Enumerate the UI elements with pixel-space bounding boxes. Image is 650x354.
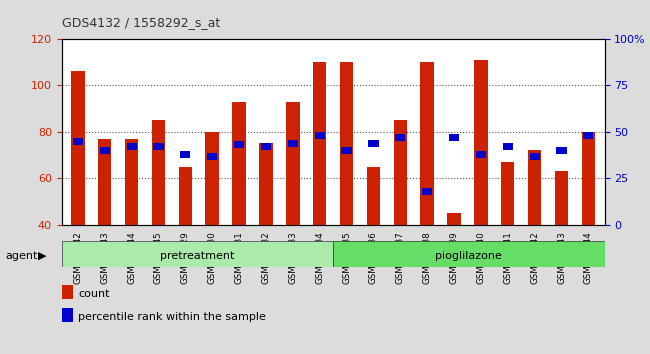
Bar bbox=[205, 132, 219, 225]
Bar bbox=[151, 120, 165, 225]
Text: ▶: ▶ bbox=[38, 251, 46, 261]
Bar bbox=[232, 102, 246, 225]
Bar bbox=[73, 138, 83, 145]
Bar bbox=[71, 72, 84, 225]
Bar bbox=[422, 188, 432, 195]
Bar bbox=[180, 151, 190, 158]
Bar bbox=[259, 143, 272, 225]
Bar bbox=[502, 143, 513, 150]
Bar bbox=[127, 143, 136, 150]
Bar bbox=[340, 62, 354, 225]
Bar bbox=[583, 132, 593, 139]
Bar bbox=[556, 147, 567, 154]
Bar bbox=[179, 167, 192, 225]
Text: count: count bbox=[78, 289, 109, 299]
Bar bbox=[447, 213, 461, 225]
Text: pretreatment: pretreatment bbox=[161, 251, 235, 261]
Bar bbox=[449, 134, 459, 141]
Bar bbox=[125, 139, 138, 225]
Bar bbox=[395, 134, 406, 141]
Bar bbox=[367, 167, 380, 225]
Bar bbox=[62, 241, 333, 267]
Text: pioglilazone: pioglilazone bbox=[436, 251, 502, 261]
Bar bbox=[98, 139, 111, 225]
Bar bbox=[315, 132, 325, 139]
Bar bbox=[286, 102, 300, 225]
Bar bbox=[501, 162, 515, 225]
Bar bbox=[153, 143, 164, 150]
Bar bbox=[474, 60, 488, 225]
Bar bbox=[476, 151, 486, 158]
Bar bbox=[288, 139, 298, 147]
Bar bbox=[421, 62, 434, 225]
Bar bbox=[528, 150, 541, 225]
Bar bbox=[555, 171, 568, 225]
Bar bbox=[313, 62, 326, 225]
Bar bbox=[333, 241, 604, 267]
Bar bbox=[207, 153, 217, 160]
Bar bbox=[234, 141, 244, 148]
Text: GDS4132 / 1558292_s_at: GDS4132 / 1558292_s_at bbox=[62, 16, 220, 29]
Bar bbox=[582, 132, 595, 225]
Bar bbox=[530, 153, 540, 160]
Text: agent: agent bbox=[5, 251, 38, 261]
Bar bbox=[394, 120, 407, 225]
Bar bbox=[261, 143, 271, 150]
Bar bbox=[99, 147, 110, 154]
Text: percentile rank within the sample: percentile rank within the sample bbox=[78, 312, 266, 322]
Bar bbox=[369, 139, 378, 147]
Bar bbox=[341, 147, 352, 154]
